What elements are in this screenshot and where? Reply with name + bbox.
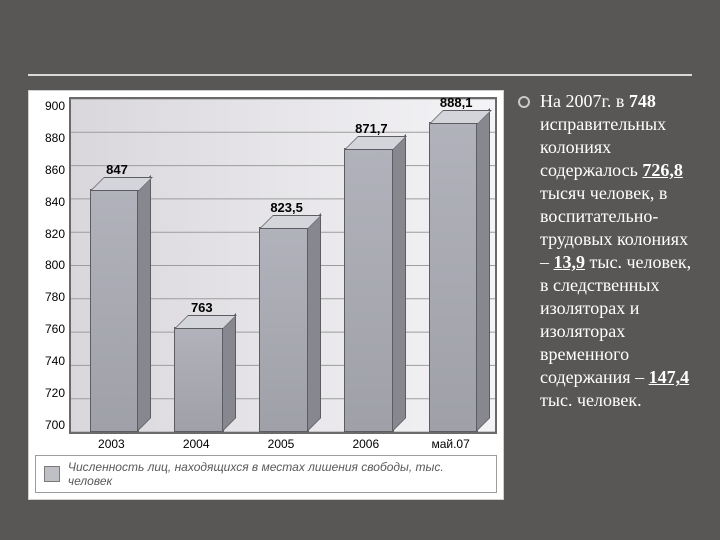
slide: 900 880 860 840 820 800 780 760 740 720 700 847 763… (0, 0, 720, 540)
bar-value-label: 823,5 (270, 200, 303, 215)
y-tick: 700 (35, 418, 65, 432)
y-axis: 900 880 860 840 820 800 780 760 740 720 700 (35, 97, 69, 434)
x-tick: май.07 (431, 437, 469, 451)
x-tick: 2003 (98, 437, 125, 451)
plot-area: 847 763 823,5 871,7 888,1 (69, 97, 497, 434)
plot-wrap: 900 880 860 840 820 800 780 760 740 720 700 847 763… (35, 97, 497, 434)
bullet-icon (518, 96, 530, 108)
bar (259, 217, 318, 432)
bar (429, 112, 488, 432)
x-tick: 2004 (183, 437, 210, 451)
y-tick: 860 (35, 163, 65, 177)
text-panel: На 2007г. в 748 исправительных колониях … (518, 90, 692, 516)
legend-swatch (44, 466, 60, 482)
bar-value-label: 871,7 (355, 121, 388, 136)
content-row: 900 880 860 840 820 800 780 760 740 720 700 847 763… (28, 90, 692, 516)
x-tick: 2006 (352, 437, 379, 451)
title-rule (28, 74, 692, 76)
chart-panel: 900 880 860 840 820 800 780 760 740 720 700 847 763… (28, 90, 504, 500)
x-axis: 2003 2004 2005 2006 май.07 (35, 434, 497, 451)
y-tick: 820 (35, 227, 65, 241)
y-tick: 720 (35, 386, 65, 400)
y-tick: 760 (35, 322, 65, 336)
y-tick: 740 (35, 354, 65, 368)
y-tick: 780 (35, 290, 65, 304)
bar (90, 179, 149, 432)
bar-value-label: 763 (191, 300, 213, 315)
bar (344, 138, 403, 432)
bars-layer: 847763823,5871,7888,1 (71, 99, 495, 432)
x-ticks: 2003 2004 2005 2006 май.07 (69, 434, 497, 451)
y-tick: 840 (35, 195, 65, 209)
bullet-item: На 2007г. в 748 исправительных колониях … (518, 90, 692, 412)
y-tick: 880 (35, 131, 65, 145)
bar-value-label: 888,1 (440, 95, 473, 110)
x-tick: 2005 (268, 437, 295, 451)
bar-value-label: 847 (106, 162, 128, 177)
body-text: На 2007г. в 748 исправительных колониях … (540, 90, 692, 412)
bar (174, 317, 233, 432)
legend: Численность лиц, находящихся в местах ли… (35, 455, 497, 493)
legend-text: Численность лиц, находящихся в местах ли… (68, 460, 488, 488)
y-tick: 900 (35, 99, 65, 113)
y-tick: 800 (35, 258, 65, 272)
